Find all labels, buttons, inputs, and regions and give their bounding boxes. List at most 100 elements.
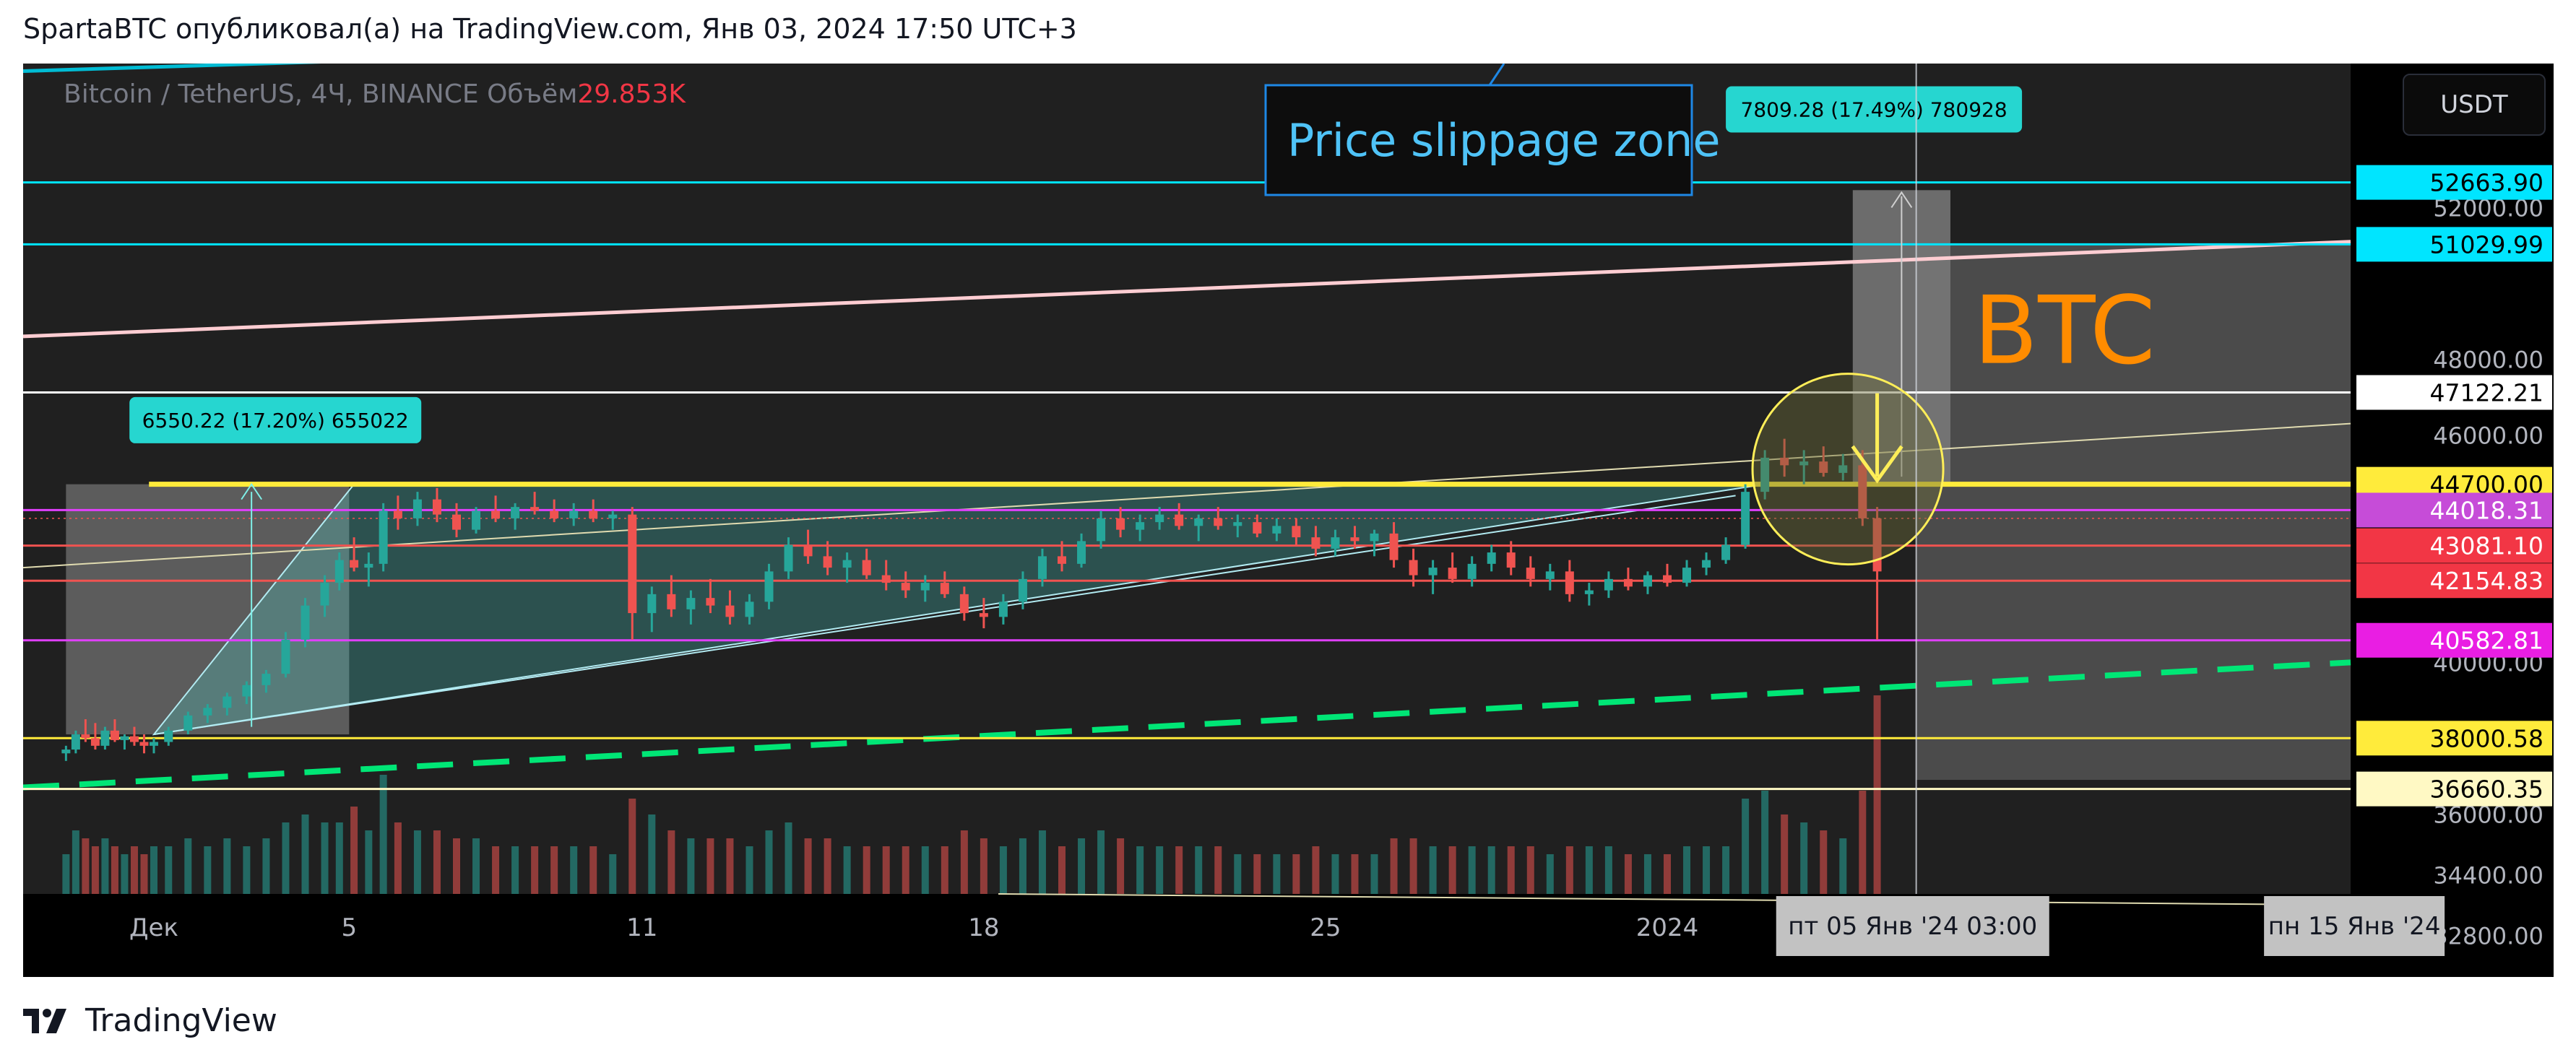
candle-body <box>1448 568 1457 579</box>
candle-body <box>1155 514 1164 523</box>
measure-label-right-box <box>1726 86 2023 133</box>
footer: TradingView <box>23 1002 277 1039</box>
channel-upper-line <box>23 422 2351 569</box>
volume-bar <box>433 830 441 894</box>
x-tick-label: 25 <box>1310 913 1341 942</box>
volume-bar <box>1331 854 1339 894</box>
btc-label: BTC <box>1974 276 2156 386</box>
price-tag-label: 43081.10 <box>2430 532 2543 560</box>
time-axis-background <box>23 894 2554 977</box>
price-tag-box <box>2356 771 2552 807</box>
volume-bar <box>1585 846 1593 894</box>
volume-bar <box>453 838 460 894</box>
price-tag-label: 36660.35 <box>2430 776 2543 804</box>
footer-brand: TradingView <box>85 1002 277 1039</box>
volume-bar <box>72 830 79 894</box>
candle-body <box>432 499 441 515</box>
volume-bar <box>1526 846 1534 894</box>
candle-body <box>998 601 1008 617</box>
candle-body <box>242 685 251 697</box>
chart-canvas[interactable]: 6550.22 (17.20%) 655022 7809.28 (17.49%) … <box>23 64 2554 977</box>
candle-body <box>472 511 481 530</box>
crosshair-time-tag: пт 05 Янв '24 03:00 <box>1788 912 2037 941</box>
measure-label-left-box <box>129 396 422 443</box>
price-tag-box <box>2356 721 2552 756</box>
volume-bar <box>82 838 90 894</box>
volume-bar <box>150 846 157 894</box>
candle-body <box>110 730 119 740</box>
volume-bar <box>1195 846 1203 894</box>
candle-body <box>1116 518 1125 530</box>
price-tag-box <box>2356 227 2552 262</box>
volume-bar <box>1175 846 1183 894</box>
volume-bar <box>999 846 1007 894</box>
candle-body <box>1409 560 1418 575</box>
candle-body <box>979 613 988 617</box>
candle-body <box>1819 461 1828 473</box>
candle-body <box>183 715 193 731</box>
volume-label: Объём <box>487 79 578 109</box>
candle-body <box>550 511 559 518</box>
candle-body <box>262 674 271 685</box>
volume-bar <box>1546 854 1554 894</box>
candle-body <box>1253 522 1262 534</box>
price-tag-box <box>2356 528 2552 563</box>
candle-body <box>1272 526 1281 534</box>
wedge-lower-line <box>153 495 1736 736</box>
volume-bar <box>204 846 212 894</box>
candle-body <box>842 560 852 568</box>
candle-body <box>412 499 422 518</box>
x-tick-label: 2024 <box>1636 913 1699 942</box>
price-tag-box <box>2356 563 2552 599</box>
volume-bar <box>301 814 309 894</box>
volume-bar <box>1273 854 1281 894</box>
candle-body <box>1292 526 1301 538</box>
volume-bar <box>379 775 387 894</box>
candle-body <box>1350 537 1360 542</box>
volume-bar <box>843 846 851 894</box>
volume-bar <box>589 846 597 894</box>
volume-bar <box>804 838 812 894</box>
volume-bar <box>921 846 929 894</box>
resistance-trendline <box>23 240 2351 339</box>
candle-body <box>164 730 173 742</box>
candle-body <box>1584 590 1594 594</box>
volume-bar <box>726 838 734 894</box>
candle-body <box>1663 575 1672 583</box>
currency-button[interactable]: USDT <box>2403 74 2546 136</box>
price-tag-box <box>2356 622 2552 658</box>
candle-body <box>1077 541 1086 564</box>
measure-label-left: 6550.22 (17.20%) 655022 <box>142 409 409 433</box>
slippage-callout-pointer <box>1488 64 1505 86</box>
candle-body <box>1370 533 1379 542</box>
symbol-legend: Bitcoin / TetherUS, 4Ч, BINANCE Объём29.… <box>64 79 686 109</box>
candle-body <box>222 696 232 708</box>
candle-body <box>1428 568 1438 575</box>
candle-body <box>150 742 158 746</box>
candle-body <box>803 544 813 557</box>
volume-bar <box>941 846 948 894</box>
candle-body <box>569 511 579 518</box>
tradingview-logo-icon <box>23 1008 66 1033</box>
volume-bar <box>882 846 890 894</box>
volume-bar <box>1703 846 1711 894</box>
candle-body <box>608 514 618 518</box>
price-tag-label: 42154.83 <box>2430 567 2543 595</box>
price-chart[interactable]: 6550.22 (17.20%) 655022 7809.28 (17.49%) … <box>23 64 2554 977</box>
volume-bar <box>1019 838 1026 894</box>
volume-bar <box>101 838 109 894</box>
volume-bar <box>531 846 539 894</box>
green-dashed-trendline <box>23 659 2351 791</box>
volume-bar <box>570 846 578 894</box>
price-tag-label: 38000.58 <box>2430 724 2543 752</box>
candle-body <box>491 511 501 518</box>
candle-body <box>667 594 676 609</box>
price-tag-label: 51029.99 <box>2430 230 2543 259</box>
candle-body <box>452 514 461 530</box>
candle-body <box>120 736 129 740</box>
candle-body <box>139 742 149 746</box>
volume-bar <box>1078 838 1086 894</box>
volume-bar <box>1565 846 1573 894</box>
candle-body <box>1389 533 1399 560</box>
x-tick-label: 11 <box>626 913 657 942</box>
